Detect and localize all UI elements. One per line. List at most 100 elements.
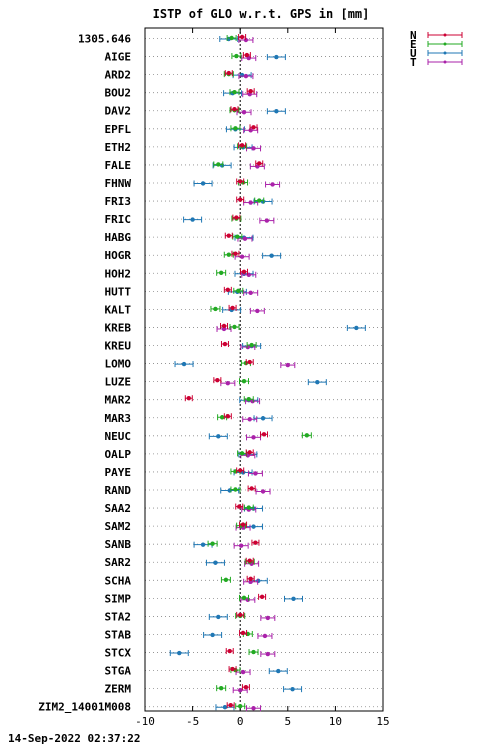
data-point	[260, 416, 266, 421]
errorbar-T	[280, 362, 296, 369]
data-point	[246, 505, 251, 510]
errorbar-N	[223, 413, 232, 420]
station-label: ZERM	[105, 683, 132, 696]
errorbar-E	[229, 89, 240, 96]
station-label: HOGR	[105, 249, 132, 262]
station-label: BOU2	[105, 87, 132, 100]
station-label: PAYE	[105, 466, 132, 479]
errorbar-E	[254, 197, 265, 204]
data-point	[241, 595, 247, 601]
errorbar-N	[241, 684, 250, 691]
errorbar-E	[223, 251, 234, 258]
data-point	[234, 215, 239, 220]
errorbar-U	[174, 361, 194, 368]
station-label: SAA2	[105, 502, 132, 515]
station-label: LUZE	[105, 376, 132, 389]
x-tick-label: -5	[186, 715, 199, 728]
data-point	[225, 380, 231, 386]
data-point	[235, 234, 240, 239]
data-point	[262, 633, 268, 639]
errorbar-N	[246, 575, 255, 582]
data-point	[230, 666, 235, 672]
data-point	[238, 687, 243, 693]
errorbar-E	[239, 378, 250, 385]
data-point	[210, 632, 215, 638]
errorbar-E	[217, 414, 228, 421]
errorbar-E	[231, 53, 242, 60]
errorbar-N	[213, 377, 222, 384]
errorbar-N	[230, 106, 239, 113]
data-point	[290, 686, 295, 692]
data-point	[274, 109, 279, 114]
station-label: RAND	[105, 484, 132, 497]
data-point	[260, 489, 266, 494]
data-point	[222, 705, 228, 710]
data-point	[216, 434, 221, 439]
errorbar-U	[262, 252, 282, 259]
station-label: ETH2	[105, 141, 132, 154]
errorbar-T	[243, 578, 259, 585]
errorbar-N	[258, 593, 267, 600]
data-point	[238, 468, 243, 473]
data-point	[251, 146, 256, 151]
errorbar-U	[346, 324, 366, 331]
errorbar-N	[246, 88, 255, 95]
data-point	[216, 614, 221, 620]
errorbar-T	[242, 416, 258, 423]
errorbar-U	[266, 54, 286, 61]
data-point	[261, 432, 267, 437]
legend-marker	[443, 42, 447, 46]
data-point	[251, 524, 256, 529]
errorbar-T	[243, 127, 259, 134]
errorbar-T	[257, 632, 273, 639]
data-marks	[169, 34, 366, 712]
errorbar-E	[243, 396, 254, 403]
legend-label: E	[410, 38, 417, 51]
errorbar-U	[212, 162, 232, 169]
data-point	[227, 648, 232, 654]
data-point	[249, 342, 254, 348]
errorbar-N	[245, 557, 254, 564]
errorbar-U	[268, 668, 288, 675]
data-point	[248, 88, 253, 94]
errorbar-N	[239, 629, 248, 636]
station-label: FRI3	[105, 195, 132, 208]
errorbar-N	[236, 611, 245, 618]
errorbar-U	[203, 631, 223, 638]
data-point	[246, 397, 251, 402]
data-point	[257, 161, 262, 166]
data-point	[315, 379, 320, 385]
data-point	[264, 218, 270, 223]
data-point	[237, 504, 242, 509]
errorbar-E	[243, 504, 254, 511]
data-point	[265, 615, 271, 621]
data-point	[232, 324, 237, 330]
errorbar-U	[193, 541, 213, 548]
data-point	[247, 417, 252, 422]
station-label: SANB	[105, 538, 132, 551]
station-label: STA2	[105, 610, 132, 623]
x-axis: -10 -5 0 5 10 15	[135, 28, 390, 728]
errorbar-N	[236, 196, 245, 203]
x-tick-label: -10	[135, 715, 155, 728]
station-label: HABG	[105, 231, 132, 244]
data-point	[177, 650, 182, 656]
errorbar-T	[246, 705, 262, 712]
errorbar-N	[232, 214, 241, 221]
data-point	[354, 325, 359, 331]
errorbar-N	[238, 34, 247, 40]
errorbar-T	[243, 289, 259, 296]
plot-grid	[145, 38, 383, 708]
errorbar-N	[239, 521, 248, 528]
errorbar-N	[240, 268, 249, 275]
station-label: OALP	[105, 448, 132, 461]
errorbar-T	[249, 307, 265, 314]
errorbar-U	[307, 379, 327, 386]
errorbar-N	[251, 539, 260, 546]
legend-marker	[443, 51, 447, 55]
data-point	[247, 359, 252, 365]
errorbar-N	[260, 431, 268, 438]
station-label: MAR3	[105, 412, 132, 425]
errorbar-E	[230, 486, 241, 493]
